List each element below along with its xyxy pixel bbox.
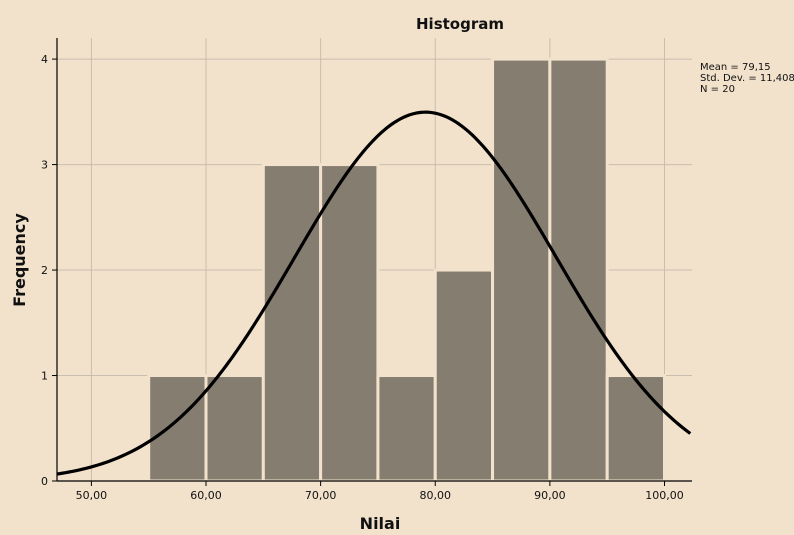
histogram-bar (605, 374, 666, 483)
y-tick-label: 1 (41, 370, 48, 383)
x-tick-label: 80,00 (419, 489, 451, 502)
histogram-bar (433, 268, 495, 483)
y-tick-label: 0 (41, 475, 48, 488)
histogram-bar (319, 163, 380, 483)
stats-mean: Mean = 79,15 (700, 62, 771, 73)
histogram-bar (491, 57, 552, 483)
y-tick-label: 2 (41, 264, 48, 277)
x-tick-label: 70,00 (305, 489, 337, 502)
histogram-bar (147, 374, 208, 483)
stats-n: N = 20 (700, 84, 735, 95)
x-tick-labels: 50,00 60,00 70,00 80,00 90,00 100,00 (76, 489, 684, 502)
x-tick-label: 50,00 (76, 489, 108, 502)
y-axis-title: Frequency (10, 213, 29, 307)
normal-curve (56, 110, 692, 476)
axes (52, 38, 692, 486)
x-tick-label: 60,00 (190, 489, 222, 502)
histogram-bar (548, 57, 609, 483)
y-tick-labels: 0 1 2 3 4 (41, 53, 48, 488)
x-tick-label: 90,00 (534, 489, 566, 502)
histogram-bars (147, 57, 666, 483)
stats-std-dev: Std. Dev. = 11,408 (700, 73, 794, 84)
histogram-bar (261, 163, 323, 483)
chart-title: Histogram (416, 15, 504, 33)
y-tick-label: 4 (41, 53, 48, 66)
y-tick-label: 3 (41, 159, 48, 172)
histogram-bar (376, 374, 437, 483)
x-axis-title: Nilai (360, 514, 401, 533)
histogram-bar (204, 374, 265, 483)
x-tick-label: 100,00 (645, 489, 684, 502)
